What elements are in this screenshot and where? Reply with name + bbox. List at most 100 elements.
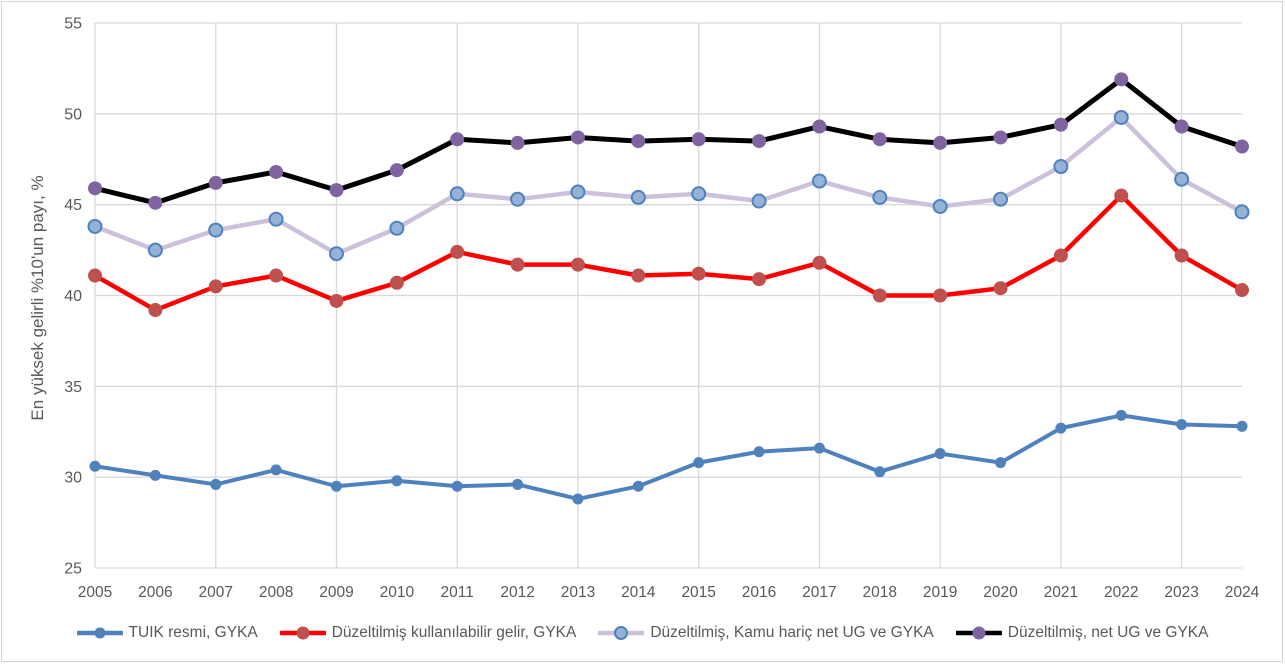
data-point-1-2017: [812, 255, 827, 270]
data-point-3-2013: [570, 130, 585, 145]
data-point-0-2017: [813, 442, 825, 454]
data-point-3-2022: [1114, 72, 1129, 87]
data-point-0-2023: [1176, 418, 1188, 430]
data-point-0-2022: [1115, 409, 1127, 421]
data-point-3-2010: [389, 163, 404, 178]
y-axis-title: En yüksek gelirli %10'un payı, %: [28, 175, 47, 421]
data-point-2-2009: [328, 246, 344, 262]
data-point-0-2010: [391, 475, 403, 487]
data-point-0-2024: [1236, 420, 1248, 432]
x-tick-label: 2013: [561, 584, 595, 601]
x-tick-label: 2019: [923, 584, 957, 601]
data-point-1-2014: [631, 268, 646, 283]
data-point-1-2022: [1114, 188, 1129, 203]
data-point-2-2010: [389, 220, 405, 236]
data-point-3-2009: [329, 183, 344, 198]
legend-item-3: Düzeltilmiş, net UG ve GYKA: [955, 624, 1209, 642]
data-point-3-2015: [691, 132, 706, 147]
legend-label-0: TUIK resmi, GYKA: [128, 624, 258, 641]
legend-item-2: Düzeltilmiş, Kamu hariç net UG ve GYKA: [598, 624, 934, 642]
data-point-0-2014: [632, 480, 644, 492]
x-tick-label: 2007: [198, 584, 232, 601]
x-tick-label: 2005: [78, 584, 112, 601]
data-point-2-2017: [811, 173, 827, 189]
data-point-2-2023: [1174, 171, 1190, 187]
data-point-0-2019: [934, 448, 946, 460]
data-point-3-2016: [752, 134, 767, 149]
data-point-1-2010: [389, 275, 404, 290]
data-point-1-2024: [1235, 283, 1249, 298]
x-tick-label: 2006: [138, 584, 172, 601]
data-point-1-2018: [872, 288, 887, 303]
x-tick-label: 2015: [681, 584, 715, 601]
data-point-2-2019: [932, 198, 948, 214]
data-point-0-2013: [572, 493, 584, 505]
legend-marker-icon: [955, 626, 1002, 640]
data-point-1-2008: [269, 268, 284, 283]
data-point-2-2013: [570, 184, 586, 200]
data-point-0-2011: [451, 480, 463, 492]
chart-legend: TUIK resmi, GYKA Düzeltilmiş kullanılabil…: [0, 619, 1285, 647]
data-point-0-2005: [89, 460, 101, 472]
data-point-3-2017: [812, 119, 827, 134]
x-tick-label: 2011: [441, 584, 474, 601]
legend-item-1: Düzeltilmiş kullanılabilir gelir, GYKA: [279, 624, 576, 642]
data-point-0-2015: [693, 457, 705, 469]
data-point-3-2023: [1174, 119, 1189, 134]
data-point-1-2021: [1053, 248, 1068, 263]
series-line-1: [92, 193, 1245, 313]
x-tick-label: 2018: [863, 584, 897, 601]
data-point-1-2020: [993, 281, 1008, 296]
y-tick-label: 55: [64, 16, 82, 33]
data-point-1-2005: [88, 268, 102, 283]
x-tick-label: 2020: [983, 584, 1018, 601]
data-point-0-2021: [1055, 422, 1067, 434]
legend-label-3: Düzeltilmiş, net UG ve GYKA: [1007, 624, 1209, 641]
series-line-0: [93, 413, 1244, 501]
y-tick-label: 40: [64, 288, 82, 305]
data-point-2-2015: [691, 186, 707, 202]
data-point-3-2011: [450, 132, 465, 147]
x-tick-label: 2016: [742, 584, 776, 601]
data-point-2-2024: [1234, 204, 1250, 220]
x-tick-label: 2022: [1104, 584, 1138, 601]
data-point-1-2012: [510, 257, 525, 272]
x-tick-label: 2008: [259, 584, 293, 601]
data-point-2-2005: [87, 218, 103, 234]
data-point-2-2007: [208, 222, 224, 238]
data-point-3-2018: [872, 132, 887, 147]
data-point-1-2013: [570, 257, 585, 272]
data-point-3-2005: [88, 181, 102, 196]
x-tick-label: 2024: [1225, 584, 1260, 601]
data-point-1-2009: [329, 293, 344, 308]
x-tick-label: 2014: [621, 584, 656, 601]
data-point-0-2020: [995, 457, 1007, 469]
x-tick-label: 2010: [380, 584, 415, 601]
series-line-2: [92, 115, 1245, 256]
data-point-2-2006: [147, 242, 163, 258]
y-tick-label: 50: [64, 106, 82, 123]
y-tick-label: 45: [64, 197, 82, 214]
data-point-2-2022: [1113, 109, 1129, 125]
data-point-2-2021: [1053, 159, 1069, 175]
x-tick-label: 2012: [500, 584, 534, 601]
data-point-3-2014: [631, 134, 646, 149]
data-point-2-2020: [993, 191, 1009, 207]
data-point-3-2007: [208, 175, 223, 190]
data-point-3-2019: [933, 135, 948, 150]
x-tick-label: 2009: [319, 584, 353, 601]
data-point-3-2008: [269, 164, 284, 179]
data-point-0-2009: [330, 480, 342, 492]
data-point-2-2011: [449, 186, 465, 202]
legend-label-2: Düzeltilmiş, Kamu hariç net UG ve GYKA: [650, 624, 934, 641]
x-tick-label: 2023: [1164, 584, 1198, 601]
data-point-1-2006: [148, 303, 163, 318]
data-point-0-2018: [874, 466, 886, 478]
data-point-3-2012: [510, 135, 525, 150]
data-point-0-2012: [512, 478, 524, 490]
data-point-3-2024: [1235, 139, 1249, 154]
data-point-1-2019: [933, 288, 948, 303]
data-point-0-2006: [149, 469, 161, 481]
